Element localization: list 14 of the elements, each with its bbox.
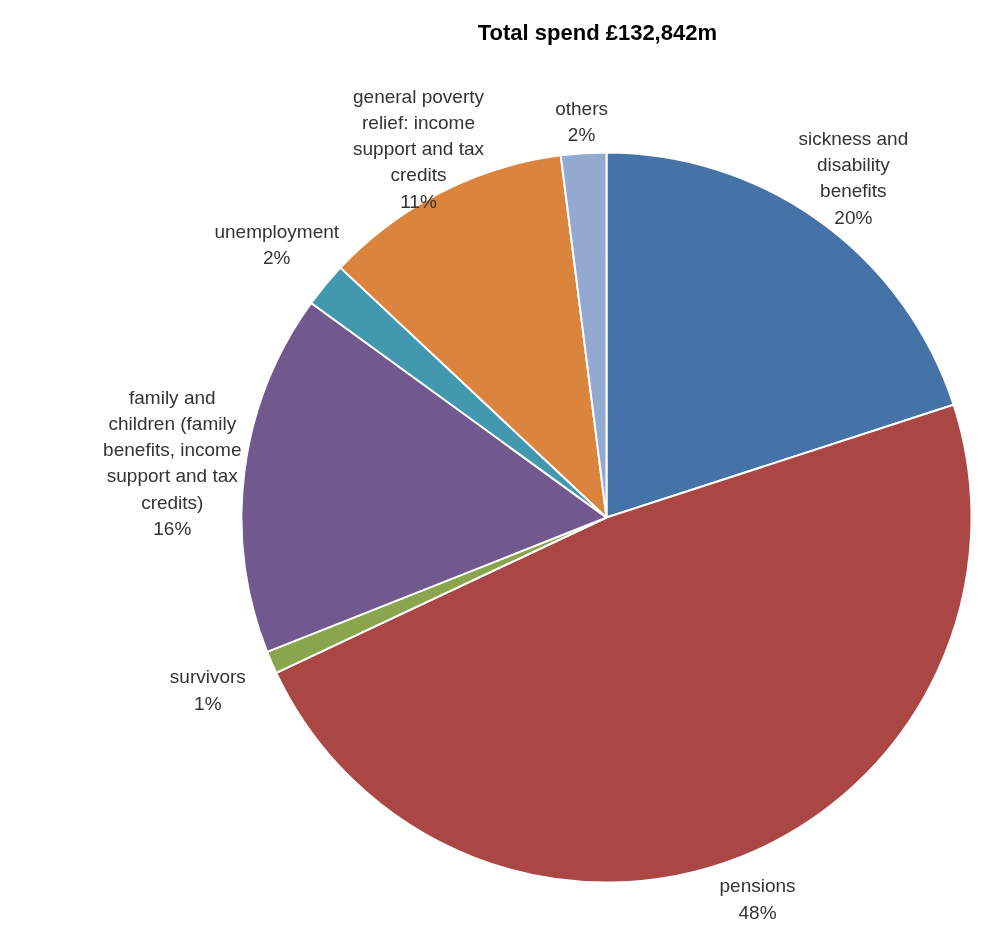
slice-label: others bbox=[555, 97, 608, 119]
slice-label: pensions bbox=[719, 875, 796, 897]
data-label: 16% bbox=[153, 517, 192, 539]
data-label: 20% bbox=[834, 206, 873, 228]
slice-label: survivors bbox=[169, 666, 246, 688]
slice-label: unemployment bbox=[214, 221, 340, 243]
data-label: 1% bbox=[194, 692, 222, 714]
data-label: 2% bbox=[263, 247, 291, 269]
slice-label: sickness and disability benefits bbox=[798, 127, 909, 202]
slice-label: general poverty relief: income support and tax credits bbox=[353, 85, 485, 186]
chart-title: Total spend £132,842m bbox=[477, 19, 717, 45]
data-label: 48% bbox=[738, 901, 777, 923]
slice-label: family and children (family benefits, income support and tax credits) bbox=[103, 386, 242, 513]
data-label: 2% bbox=[567, 123, 596, 145]
